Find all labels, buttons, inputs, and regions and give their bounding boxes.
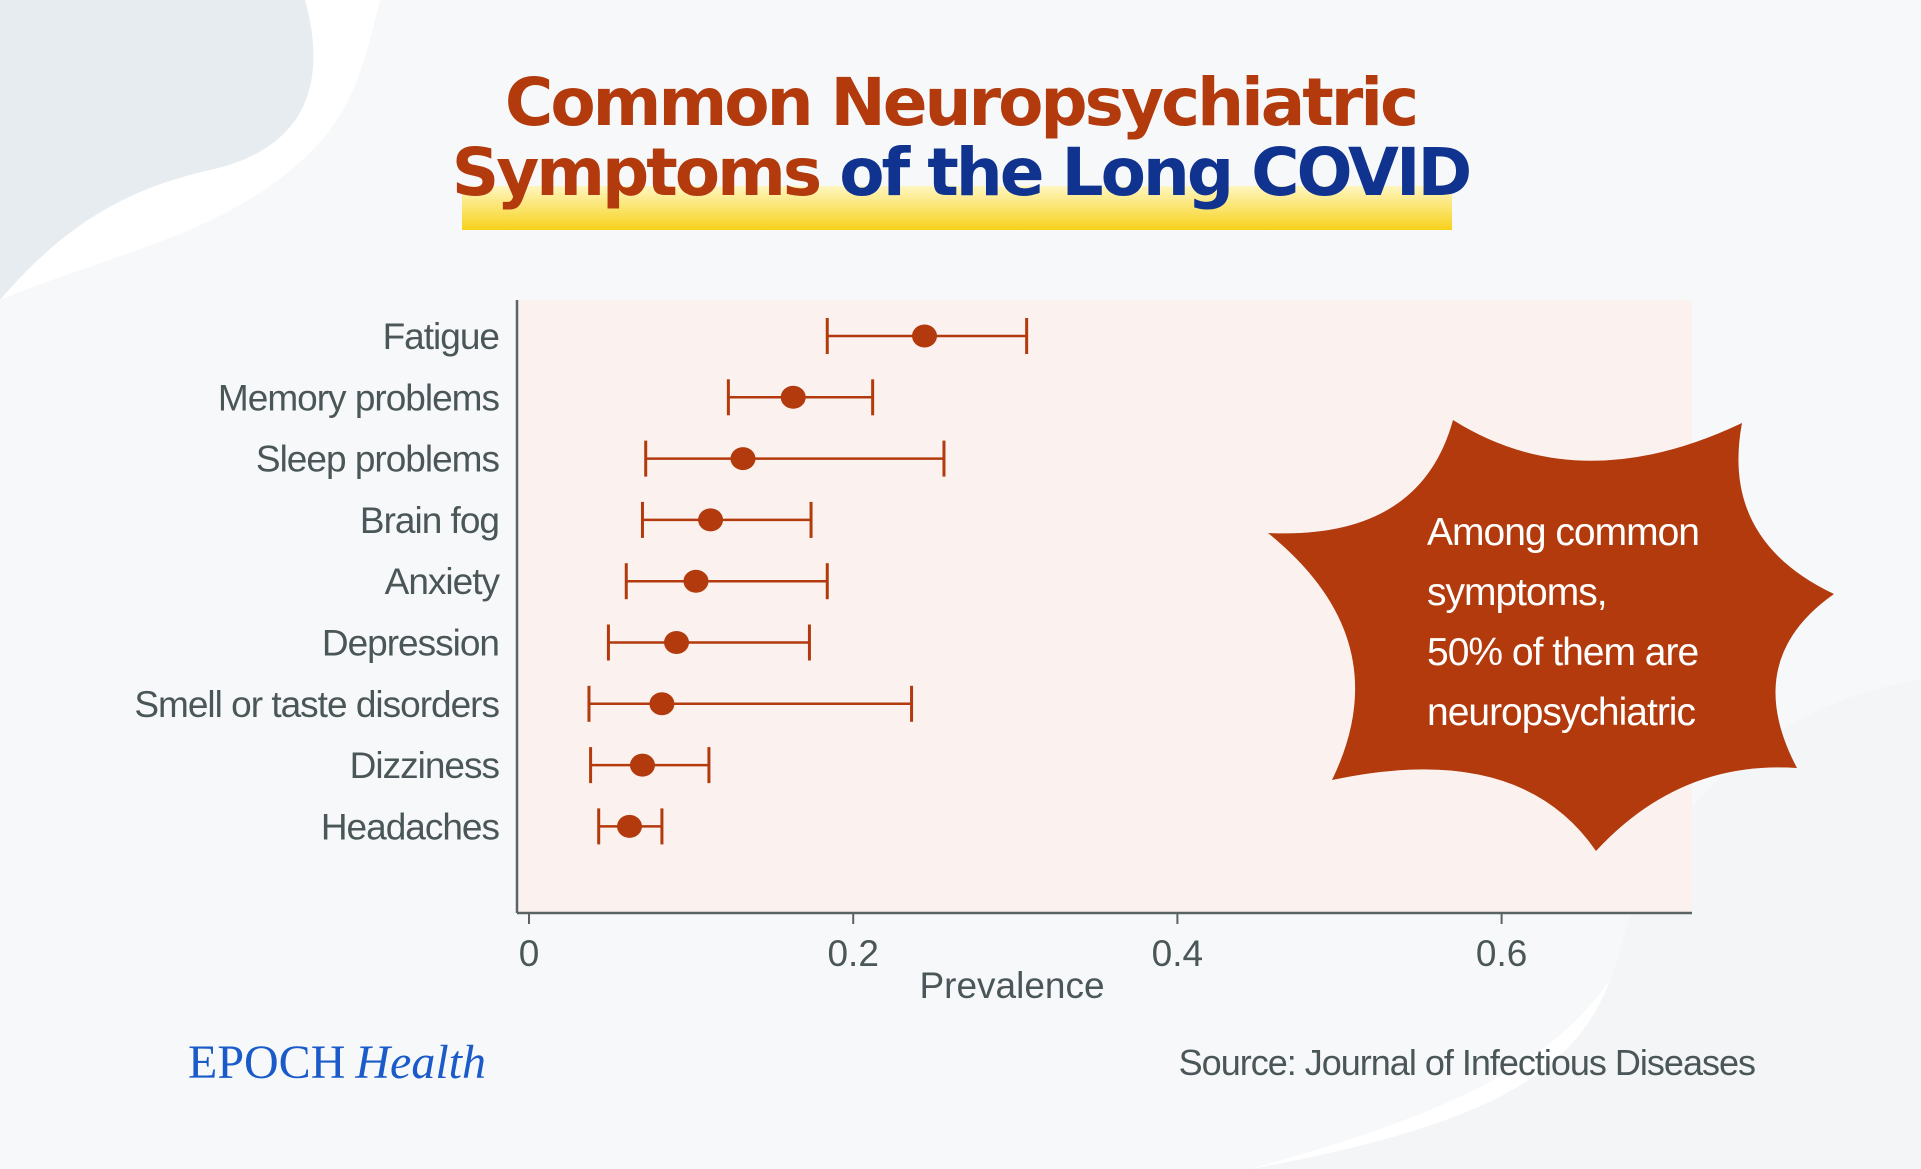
- data-row: Smell or taste disorders: [134, 684, 914, 725]
- y-tick-label: Sleep problems: [256, 439, 500, 480]
- data-row: Brain fog: [360, 500, 813, 541]
- callout-line: neuropsychiatric: [1427, 691, 1696, 734]
- y-tick-label: Memory problems: [218, 377, 500, 418]
- title-highlight: [462, 186, 1452, 230]
- data-point: [649, 692, 675, 716]
- data-point: [912, 324, 938, 348]
- x-tick-label: 0.2: [827, 933, 878, 974]
- data-row: Headaches: [321, 806, 664, 847]
- data-row: Memory problems: [218, 377, 875, 418]
- title-line1: Common Neuropsychiatric: [504, 64, 1419, 141]
- title-long-covid: of the Long COVID: [819, 134, 1472, 211]
- y-tick-label: Anxiety: [385, 561, 501, 602]
- x-tick-label: 0.6: [1476, 933, 1527, 974]
- y-tick-label: Brain fog: [360, 500, 499, 541]
- y-tick-label: Depression: [322, 623, 499, 664]
- data-point: [617, 814, 643, 838]
- epoch-health-logo: EPOCH Health: [188, 1035, 486, 1090]
- source-note: Source: Journal of Infectious Diseases: [1178, 1042, 1756, 1083]
- data-point: [780, 385, 806, 409]
- x-tick-label: 0.4: [1152, 933, 1203, 974]
- y-tick-label: Fatigue: [383, 316, 499, 357]
- data-point: [683, 569, 709, 593]
- y-tick-label: Dizziness: [350, 745, 500, 786]
- data-row: Anxiety: [385, 561, 829, 602]
- callout-line: symptoms,: [1427, 571, 1608, 614]
- x-tick-label: 0: [519, 933, 540, 974]
- data-point: [664, 631, 690, 654]
- data-row: Depression: [322, 623, 811, 664]
- logo-epoch: EPOCH: [188, 1036, 346, 1089]
- title-line2: Symptoms of the Long COVID: [0, 140, 1921, 206]
- title-symptoms: Symptoms: [451, 134, 823, 211]
- y-tick-label: Smell or taste disorders: [134, 684, 499, 725]
- x-axis-label: Prevalence: [919, 965, 1104, 1006]
- data-row: Sleep problems: [256, 439, 946, 480]
- callout-starburst: [1268, 420, 1834, 851]
- data-point: [629, 753, 655, 777]
- callout-text: Among common symptoms, 50% of them are n…: [1427, 503, 1700, 743]
- y-tick-label: Headaches: [321, 806, 500, 847]
- data-point: [730, 447, 756, 471]
- callout-line: 50% of them are: [1427, 631, 1699, 674]
- data-row: Dizziness: [350, 745, 711, 786]
- data-point: [698, 508, 724, 532]
- logo-health: Health: [355, 1036, 486, 1089]
- callout-line: Among common: [1427, 511, 1700, 554]
- data-row: Fatigue: [383, 316, 1029, 357]
